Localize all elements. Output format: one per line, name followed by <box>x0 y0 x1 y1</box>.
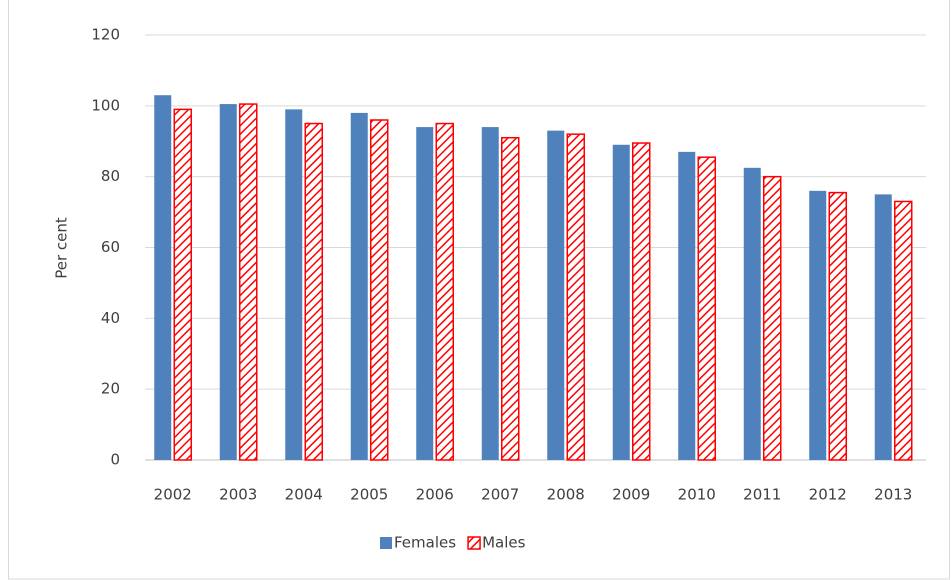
bar <box>304 122 323 461</box>
legend-swatch <box>380 537 392 549</box>
y-tick-label: 100 <box>91 96 120 114</box>
y-tick-label: 60 <box>101 238 120 256</box>
x-tick-label: 2008 <box>547 486 585 504</box>
bar <box>894 200 913 461</box>
x-tick-label: 2009 <box>612 486 650 504</box>
x-tick-label: 2012 <box>809 486 847 504</box>
bar <box>435 122 454 461</box>
bar <box>874 194 892 460</box>
bar <box>547 130 565 460</box>
y-tick-label: 20 <box>101 380 120 398</box>
bar <box>370 119 389 461</box>
x-tick-label: 2002 <box>154 486 192 504</box>
y-tick-label: 40 <box>101 309 120 327</box>
x-tick-label: 2011 <box>743 486 781 504</box>
bar <box>828 191 847 461</box>
bar <box>481 127 499 460</box>
legend-swatch <box>467 536 481 550</box>
x-tick-label: 2004 <box>285 486 323 504</box>
bar <box>154 95 172 460</box>
x-tick-label: 2005 <box>350 486 388 504</box>
bar <box>763 175 782 461</box>
bar <box>173 108 192 461</box>
bar <box>632 142 651 461</box>
y-axis-label: Per cent <box>53 217 71 279</box>
bar <box>743 167 761 460</box>
y-tick-label: 0 <box>110 451 120 469</box>
x-tick-label: 2013 <box>874 486 912 504</box>
bar <box>809 190 827 461</box>
bar <box>285 109 303 460</box>
x-tick-label: 2007 <box>481 486 519 504</box>
y-tick-label: 120 <box>91 26 120 44</box>
bar <box>697 156 716 461</box>
bar <box>612 144 630 460</box>
x-tick-label: 2010 <box>678 486 716 504</box>
x-tick-label: 2006 <box>416 486 454 504</box>
y-tick-label: 80 <box>101 167 120 185</box>
bar <box>566 133 585 461</box>
x-tick-label: 2003 <box>219 486 257 504</box>
bar <box>350 112 368 461</box>
legend-label: Males <box>482 534 526 552</box>
bar <box>678 151 696 460</box>
bar <box>501 136 520 461</box>
legend-label: Females <box>394 534 456 552</box>
bar <box>239 103 258 461</box>
bar <box>416 127 434 460</box>
bar <box>219 104 237 460</box>
